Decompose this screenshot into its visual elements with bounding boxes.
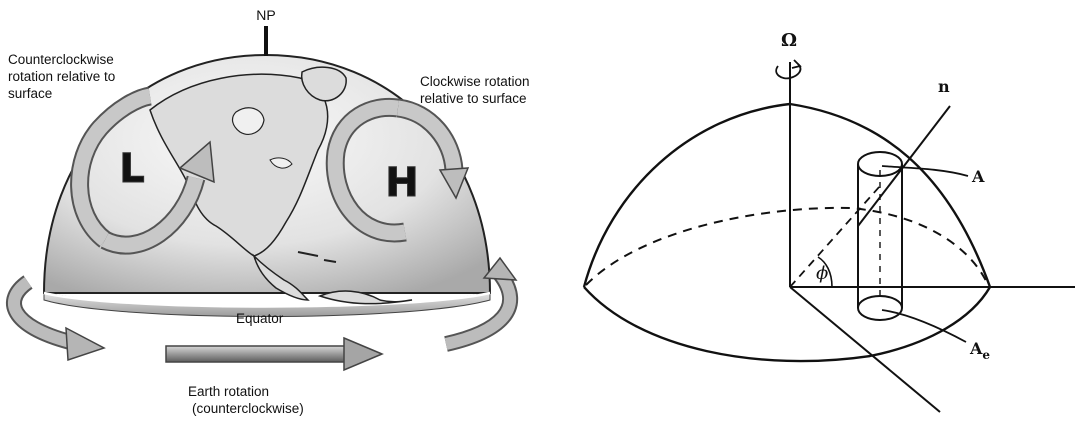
radial-line-lower (789, 286, 941, 413)
earth-rotation-arrow-front (165, 336, 384, 372)
high-arrowhead (438, 167, 470, 200)
equator-hidden-dashed (585, 206, 989, 286)
area-bottom-label: Ae (969, 339, 990, 362)
high-pressure-caption: Clockwise rotation relative to surface (420, 74, 533, 106)
latitude-angle-label: ϕ (816, 263, 828, 284)
normal-vector-label: n (938, 77, 950, 96)
equator-line (43, 291, 491, 308)
high-pressure-rotation-arrow (325, 97, 470, 243)
hudson-bay (231, 107, 265, 135)
earth-rotation-caption: Earth rotation (counterclockwise) (188, 384, 304, 416)
latitude-angle-arc (817, 256, 833, 288)
earth-rotation-arrow-right (444, 256, 519, 352)
low-pressure-symbol: L (119, 146, 145, 192)
great-lakes (269, 157, 293, 169)
central-america-landmass (252, 253, 310, 301)
radius-to-column (789, 185, 881, 288)
cylinder-bottom-area (857, 295, 903, 321)
caribbean-islands (297, 251, 337, 263)
rotating-sphere-area-diagram: Ω ϕ n A Ae (582, 30, 1075, 413)
rotation-arrowhead (791, 59, 802, 69)
low-pressure-rotation-arrow (70, 86, 215, 255)
greenland-landmass (300, 66, 347, 102)
rotation-direction-icon (775, 63, 802, 80)
sphere-outline-upper (582, 102, 992, 288)
area-top-leader (881, 165, 969, 177)
area-bottom-subscript: e (982, 348, 990, 362)
low-arrowhead (178, 140, 215, 184)
area-top-label: A (971, 167, 985, 186)
sphere-outline-lower (583, 286, 992, 363)
northern-hemisphere-diagram: NP L H (6, 7, 533, 416)
low-pressure-caption: Counterclockwise rotation relative to su… (8, 52, 119, 101)
omega-label: Ω (781, 30, 797, 51)
south-america-landmass (317, 290, 413, 305)
area-bottom-main: A (969, 339, 983, 358)
north-pole-label: NP (256, 7, 275, 23)
high-pressure-symbol: H (385, 160, 418, 206)
surface-normal-n (857, 105, 951, 227)
equator-label: Equator (236, 311, 284, 326)
area-bottom-leader (881, 309, 967, 343)
earth-rotation-arrow-left (6, 275, 106, 362)
